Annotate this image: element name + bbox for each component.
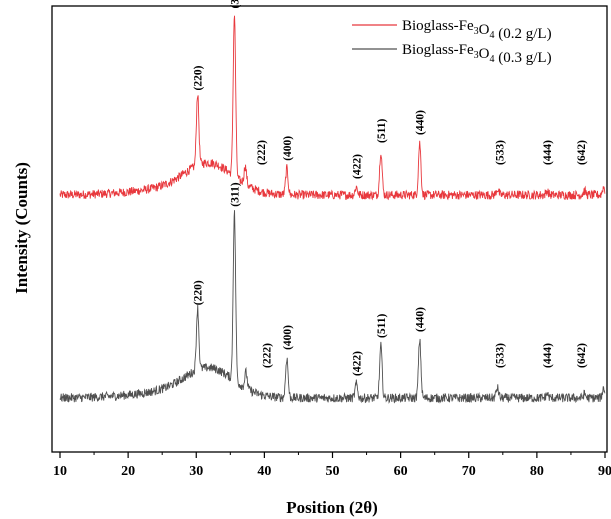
legend-text-part: O bbox=[479, 22, 490, 38]
series-line-0 bbox=[59, 15, 606, 201]
peak-label: (511) bbox=[376, 119, 388, 143]
plot-frame bbox=[51, 5, 608, 453]
legend-text-part: O bbox=[479, 46, 490, 62]
x-tick-label: 80 bbox=[530, 464, 544, 479]
peak-label: (422) bbox=[351, 154, 363, 179]
legend: Bioglass-Fe3O4 (0.2 g/L)Bioglass-Fe3O4 (… bbox=[352, 18, 552, 66]
legend-text-part: (0.3 g/L) bbox=[495, 50, 552, 66]
peak-label: (444) bbox=[542, 140, 554, 165]
peak-label: (220) bbox=[193, 280, 205, 305]
legend-text-part: Bioglass-Fe bbox=[402, 42, 474, 58]
legend-label-0: Bioglass-Fe3O4 (0.2 g/L) bbox=[402, 18, 552, 42]
peak-label: (311) bbox=[229, 182, 241, 206]
peak-label: (511) bbox=[376, 314, 388, 338]
legend-text-part: 3 bbox=[474, 26, 479, 37]
peak-label: (422) bbox=[351, 351, 363, 376]
legend-text-part: 3 bbox=[474, 50, 479, 61]
peak-label: (311) bbox=[229, 0, 241, 9]
x-tick-label: 60 bbox=[394, 464, 408, 479]
peak-label: (444) bbox=[542, 343, 554, 368]
x-tick-label: 90 bbox=[598, 464, 611, 479]
x-axis-label: Position (2θ) bbox=[286, 498, 378, 517]
y-axis-label: Intensity (Counts) bbox=[12, 162, 31, 294]
legend-text-part: Bioglass-Fe bbox=[402, 18, 474, 34]
legend-text-part: 4 bbox=[490, 30, 495, 41]
series-line-1 bbox=[59, 210, 606, 404]
x-axis-ticks: 10 20 30 40 50 60 70 80 90 bbox=[53, 452, 611, 479]
peak-label: (533) bbox=[494, 343, 506, 368]
series-layer bbox=[59, 15, 606, 404]
peak-label: (400) bbox=[282, 325, 294, 350]
peak-label: (220) bbox=[193, 65, 205, 90]
x-tick-label: 30 bbox=[189, 464, 203, 479]
peak-label: (400) bbox=[282, 136, 294, 161]
peak-label: (222) bbox=[256, 140, 268, 165]
x-tick-label: 20 bbox=[121, 464, 135, 479]
peak-label-layer: (220) (311) (400) (422) (511) (440) (222) (533)… bbox=[193, 0, 589, 376]
peak-label: (533) bbox=[494, 140, 506, 165]
peak-label: (642) bbox=[576, 140, 588, 165]
legend-label-1: Bioglass-Fe3O4 (0.3 g/L) bbox=[402, 42, 552, 66]
x-tick-label: 40 bbox=[257, 464, 271, 479]
peak-label: (642) bbox=[576, 343, 588, 368]
x-tick-label: 70 bbox=[462, 464, 476, 479]
legend-text-part: (0.2 g/L) bbox=[495, 26, 552, 42]
peak-label: (222) bbox=[261, 343, 273, 368]
x-tick-label: 10 bbox=[53, 464, 67, 479]
peak-label: (440) bbox=[415, 307, 427, 332]
x-tick-label: 50 bbox=[326, 464, 340, 479]
legend-text-part: 4 bbox=[490, 54, 495, 65]
peak-label: (440) bbox=[415, 110, 427, 135]
